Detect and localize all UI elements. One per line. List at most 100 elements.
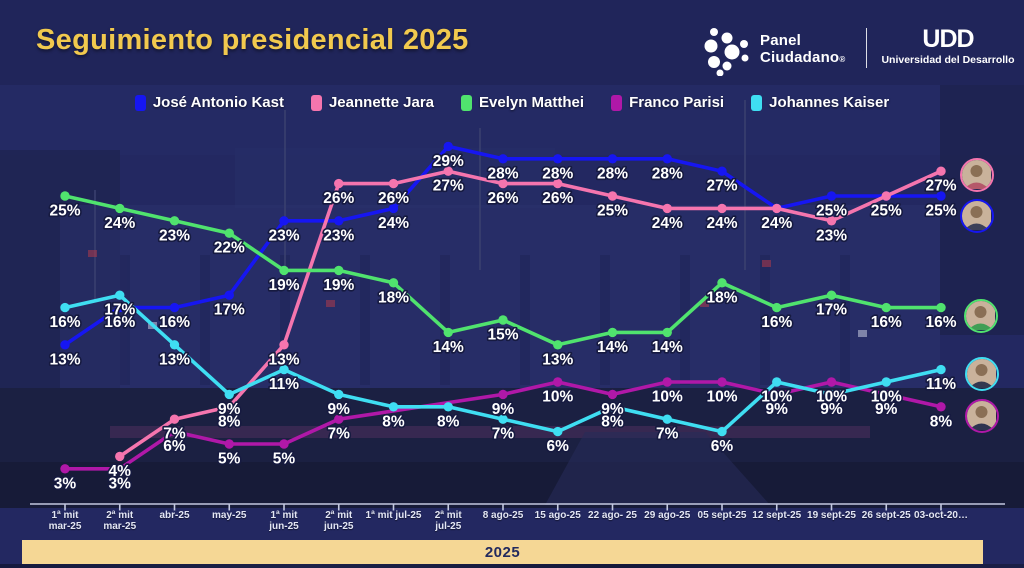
data-label: 27% [433, 178, 464, 195]
x-axis-label: 12 sept-25 [752, 510, 802, 521]
data-point [717, 203, 727, 214]
data-label: 9% [766, 401, 789, 418]
data-point [881, 377, 891, 387]
avatar-johannes-kaiser [965, 357, 999, 391]
data-point [772, 377, 782, 387]
data-label: 13% [49, 351, 80, 368]
x-axis-label: 2ª mit jun-25 [324, 510, 354, 532]
data-label: 23% [268, 227, 299, 244]
x-axis-label: 22 ago- 25 [588, 510, 637, 521]
data-point [826, 389, 837, 400]
data-label: 16% [925, 314, 956, 331]
data-label: 9% [601, 401, 624, 418]
udd-glyph: UDD [922, 25, 974, 53]
data-point [772, 389, 782, 400]
data-point [388, 278, 399, 288]
data-point [826, 377, 837, 387]
data-point [169, 302, 180, 313]
data-point [443, 327, 453, 338]
data-point [553, 426, 563, 437]
data-point [936, 302, 946, 313]
data-point [224, 228, 234, 238]
data-point [115, 290, 125, 300]
data-point [334, 178, 344, 189]
data-point [607, 191, 618, 201]
data-point [334, 414, 344, 424]
data-label: 19% [268, 277, 299, 294]
data-label: 9% [875, 401, 898, 418]
data-label: 7% [492, 426, 515, 443]
data-label: 10% [652, 389, 683, 406]
year-band: 2025 [22, 540, 983, 564]
bottom-photo-strip [0, 564, 1024, 568]
data-point [115, 302, 125, 313]
data-label: 28% [542, 165, 573, 182]
data-label: 17% [104, 302, 135, 319]
data-point [607, 402, 618, 412]
data-point [662, 377, 672, 387]
data-label: 9% [492, 401, 515, 418]
x-axis-label: abr-25 [159, 510, 190, 521]
data-point [881, 389, 891, 400]
data-point [936, 364, 946, 375]
data-label: 4% [109, 463, 132, 480]
data-label: 18% [706, 289, 737, 306]
data-point [826, 191, 837, 201]
data-point [388, 203, 399, 214]
data-point [169, 216, 180, 226]
data-label: 14% [433, 339, 464, 356]
data-point [169, 426, 180, 437]
data-label: 24% [652, 215, 683, 232]
data-label: 24% [761, 215, 792, 232]
data-point [498, 315, 508, 325]
person-icon [962, 160, 991, 189]
legend-label: Evelyn Matthei [479, 94, 585, 111]
data-point [279, 364, 289, 375]
data-label: 6% [163, 438, 186, 455]
x-axis-label: 1ª mit jun-25 [269, 510, 299, 532]
data-point [936, 166, 946, 176]
data-label: 16% [159, 314, 190, 331]
person-icon [967, 359, 996, 388]
data-label: 5% [273, 451, 296, 468]
avatar-evelyn-matthei [964, 299, 998, 333]
data-label: 10% [706, 389, 737, 406]
x-axis-label: 8 ago-25 [482, 510, 524, 521]
udd-logo: UDD Universidad del Desarrollo [880, 26, 1016, 66]
data-point [936, 191, 946, 201]
data-point [279, 439, 289, 449]
legend-swatch [461, 94, 473, 111]
data-point [662, 203, 672, 214]
avatar-jeannette-jara [960, 158, 994, 192]
legend-item-franco-parisi: Franco Parisi [611, 94, 724, 111]
data-point [60, 464, 70, 474]
data-point [498, 178, 508, 189]
data-label: 8% [437, 413, 460, 430]
data-point [717, 166, 727, 176]
data-label: 10% [816, 389, 847, 406]
avatar-franco-parisi [965, 399, 999, 433]
data-point [224, 389, 234, 400]
data-point [607, 154, 618, 164]
data-label: 13% [542, 351, 573, 368]
data-point [936, 402, 946, 412]
x-axis-label: 1ª mit jul-25 [365, 510, 422, 521]
legend-label: José Antonio Kast [152, 94, 284, 111]
data-point [498, 154, 508, 164]
data-label: 23% [159, 227, 190, 244]
data-point [115, 451, 125, 462]
x-axis-label: 15 ago-25 [534, 510, 581, 521]
data-point [662, 327, 672, 338]
data-point [169, 340, 180, 350]
data-label: 26% [323, 190, 354, 207]
data-label: 10% [761, 389, 792, 406]
data-point [279, 216, 289, 226]
data-point [717, 426, 727, 437]
panel-ciudadano-dots-icon [704, 28, 749, 76]
data-point [224, 439, 234, 449]
chart-legend: José Antonio Kast Jeannette Jara Evelyn Ma… [0, 94, 1024, 111]
data-point [443, 402, 453, 412]
data-label: 14% [652, 339, 683, 356]
data-label: 24% [378, 215, 409, 232]
